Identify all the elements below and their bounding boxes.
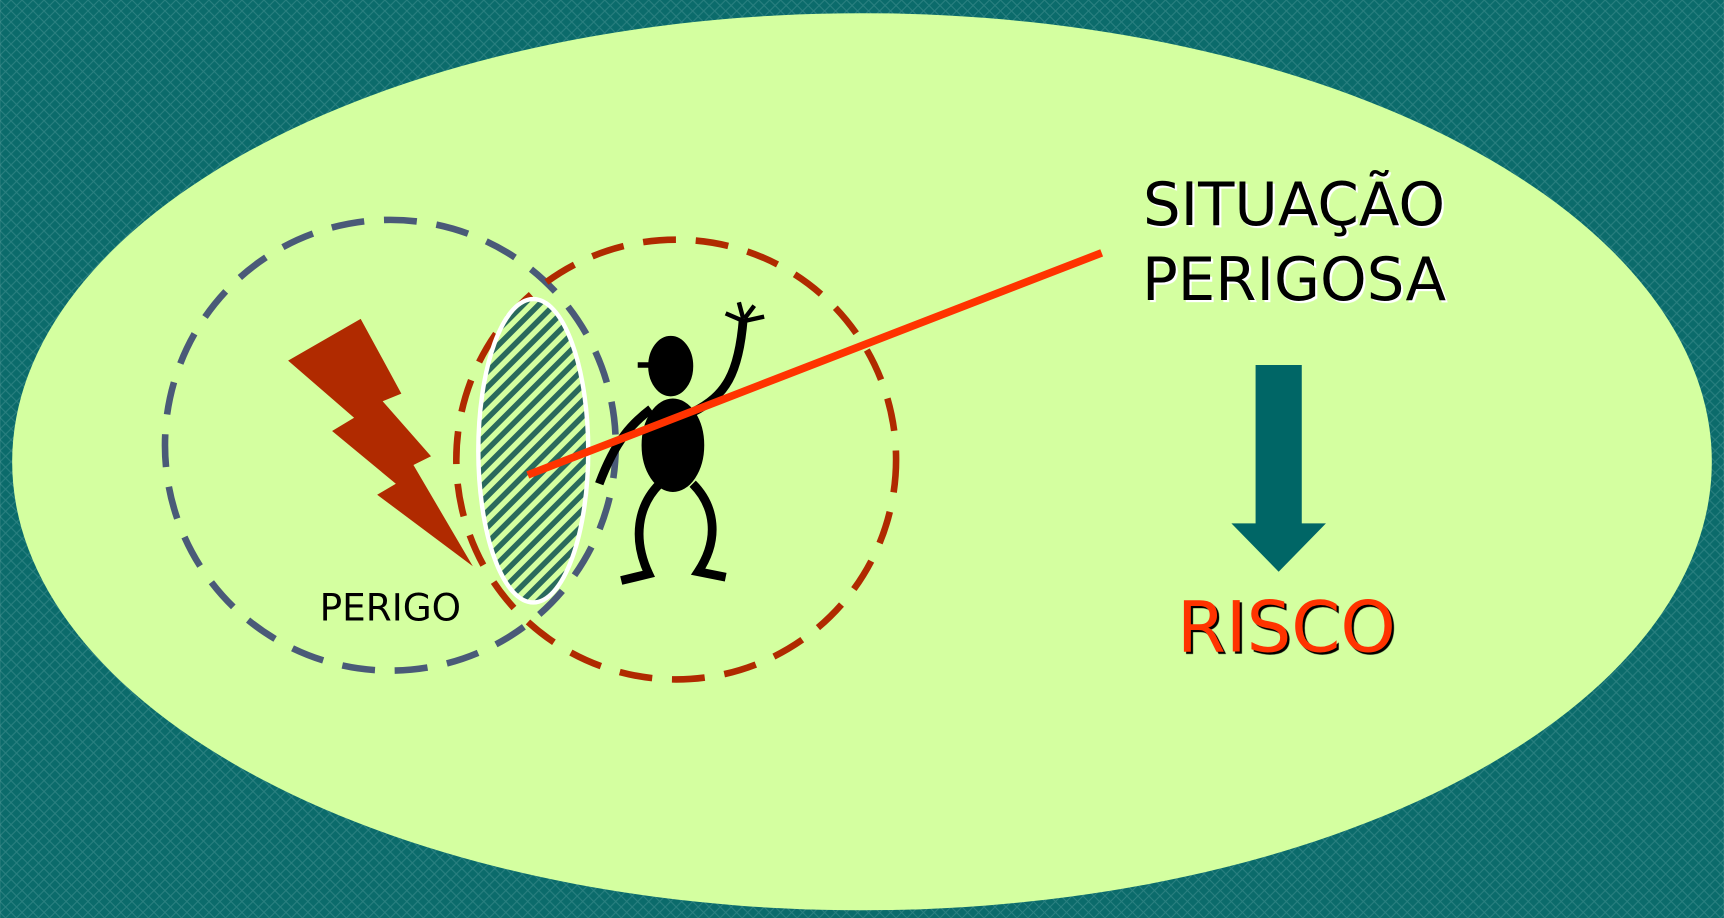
risk-label: RISCO [1177,587,1396,669]
overlap-area [478,299,588,602]
hazard-label: PERIGO [320,586,461,630]
situation-label: SITUAÇÃO [1143,170,1445,239]
page: {"labels": {"hazard": "PERIGO", "situati… [0,0,1724,918]
arrow-shaft [1256,365,1302,526]
scene-ellipse [12,13,1712,910]
diagram: PERIGO SITUAÇÃO PERIGOSA RISCO [0,0,1724,918]
situation-label: PERIGOSA [1142,245,1447,314]
